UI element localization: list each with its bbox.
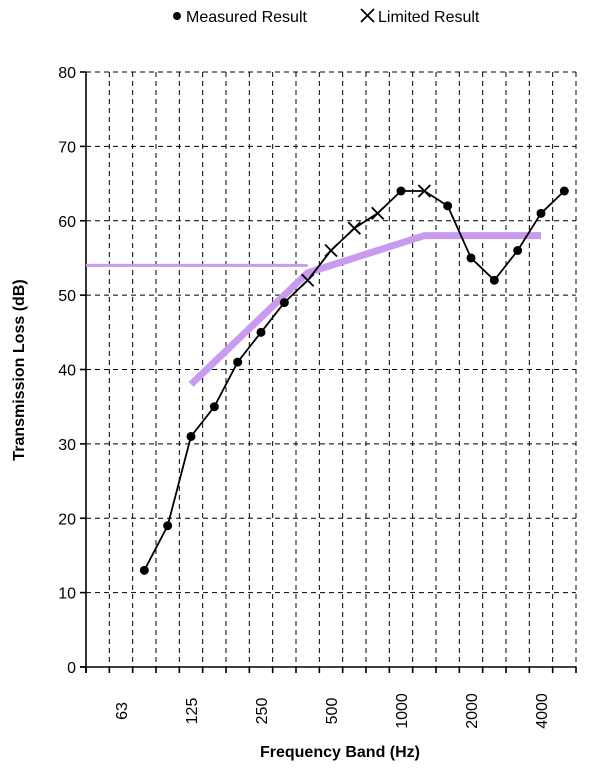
x-axis-title: Frequency Band (Hz) (260, 744, 420, 761)
limited-point-stroke (417, 184, 431, 198)
measured-point (139, 565, 149, 575)
measured-point (466, 253, 476, 263)
legend-dot-marker (173, 12, 181, 20)
y-tick-label: 80 (58, 65, 76, 82)
measured-point (233, 357, 243, 367)
y-tick-label: 20 (58, 511, 76, 528)
limited-point (371, 206, 385, 220)
measured-point (536, 208, 546, 218)
legend-label-limited: Limited Result (378, 9, 480, 26)
y-tick-label: 50 (58, 288, 76, 305)
measured-point (163, 521, 173, 531)
measured-point (443, 201, 453, 211)
series-layer (86, 184, 569, 575)
measured-point (489, 275, 499, 285)
measured-point (186, 431, 196, 441)
measured-point (209, 402, 219, 412)
measured-point (256, 327, 266, 337)
legend: Measured Result Limited Result (173, 8, 480, 26)
result-line (143, 190, 565, 571)
limited-point-stroke (371, 206, 385, 220)
x-tick-label: 63 (114, 702, 131, 720)
x-tick-label: 250 (254, 698, 271, 725)
limited-point (301, 273, 315, 287)
x-tick-label: 2000 (464, 693, 481, 729)
measured-point (559, 186, 569, 196)
y-tick-label: 30 (58, 437, 76, 454)
x-tick-label: 500 (324, 698, 341, 725)
limited-point (417, 184, 431, 198)
legend-cross-marker (360, 8, 375, 23)
y-axis-title: Transmission Loss (dB) (11, 279, 28, 460)
limited-point-stroke (347, 221, 361, 235)
limited-point (347, 221, 361, 235)
y-tick-label: 40 (58, 363, 76, 380)
y-tick-label: 10 (58, 586, 76, 603)
reference-curve-line (188, 232, 541, 387)
measured-point (279, 298, 289, 308)
legend-label-measured: Measured Result (186, 9, 308, 26)
x-tick-label: 125 (184, 698, 201, 725)
limited-point-stroke (301, 273, 315, 287)
measured-point (513, 246, 523, 255)
y-tick-label: 70 (58, 139, 76, 156)
limited-point (324, 243, 338, 258)
grid-layer (86, 71, 577, 667)
measured-point (396, 186, 406, 196)
limited-point-stroke (324, 243, 338, 258)
x-tick-label: 1000 (394, 693, 411, 729)
axes-layer: 0 10 20 30 40 50 60 70 80 63 125 250 500 1000 2000 4000 (58, 65, 577, 729)
y-tick-label: 60 (58, 214, 76, 231)
x-tick-label: 4000 (534, 693, 551, 729)
y-tick-label: 0 (67, 660, 76, 677)
